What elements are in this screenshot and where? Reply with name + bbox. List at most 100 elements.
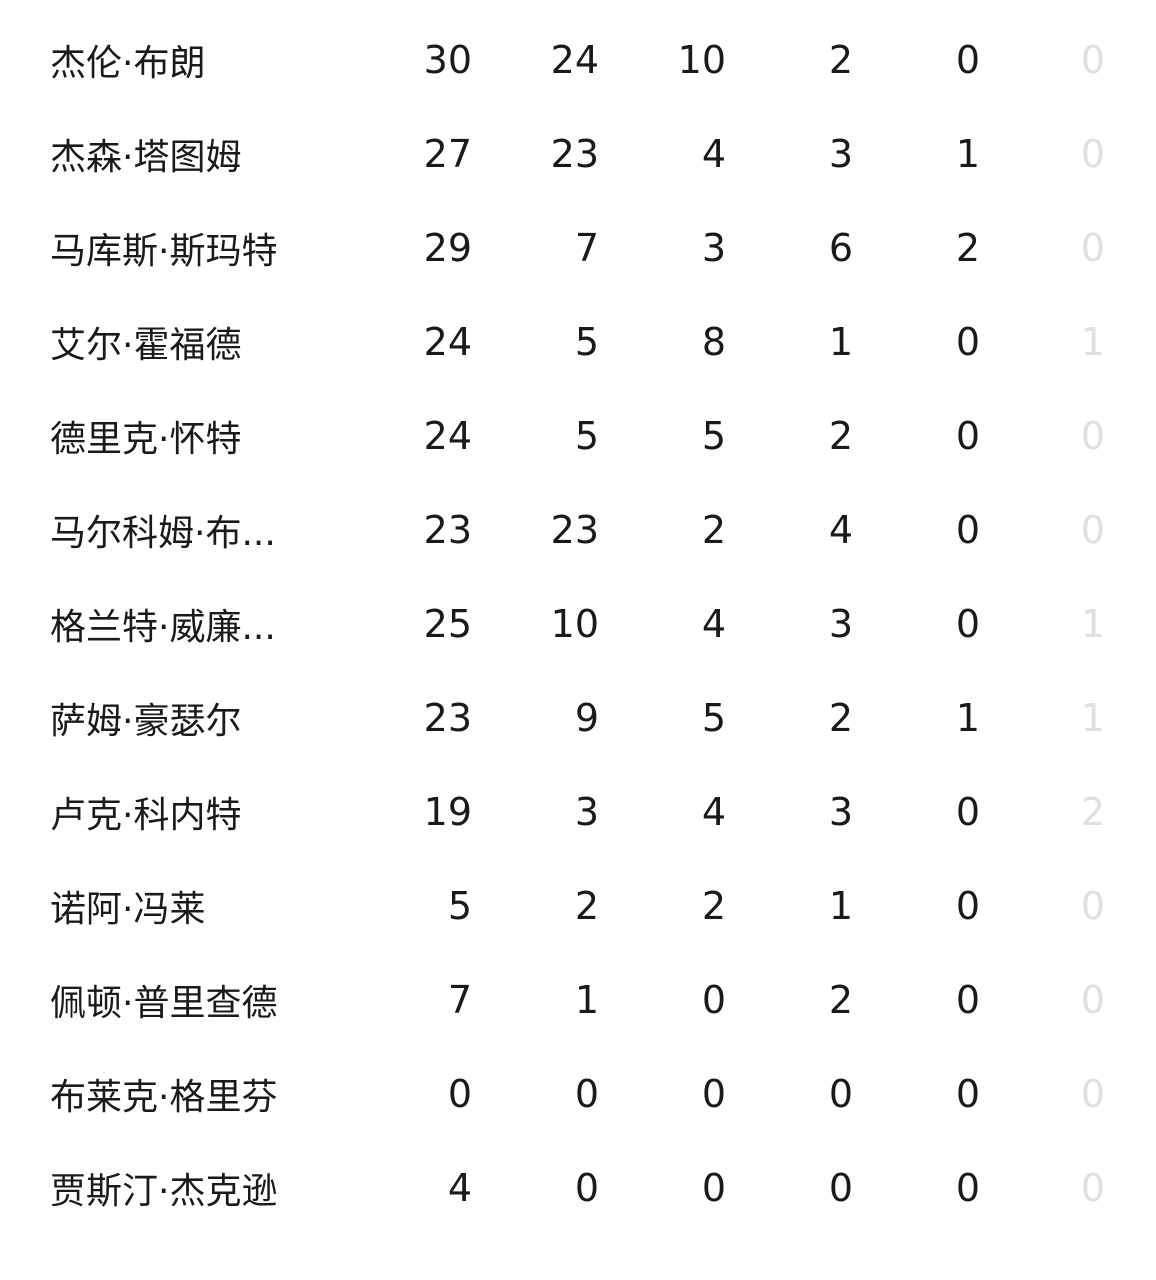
stat-cell: 1 bbox=[1080, 320, 1105, 364]
stat-cell: 1 bbox=[955, 132, 980, 176]
player-row[interactable]: 佩顿·普里查德 7 1 0 2 0 0 bbox=[0, 953, 1156, 1047]
stat-cell: 8 bbox=[701, 320, 726, 364]
stat-cell: 0 bbox=[1080, 132, 1105, 176]
stat-cell: 7 bbox=[447, 978, 472, 1022]
stat-cell: 1 bbox=[828, 320, 853, 364]
stat-cell: 0 bbox=[1080, 884, 1105, 928]
stat-cell: 0 bbox=[955, 884, 980, 928]
player-name: 诺阿·冯莱 bbox=[50, 889, 206, 930]
stat-cell: 3 bbox=[828, 132, 853, 176]
stat-cell: 0 bbox=[955, 978, 980, 1022]
player-row[interactable]: 艾尔·霍福德 24 5 8 1 0 1 bbox=[0, 295, 1156, 389]
stat-cell: 4 bbox=[447, 1166, 472, 1210]
stat-cell: 4 bbox=[701, 602, 726, 646]
stat-cell: 5 bbox=[574, 414, 599, 458]
player-name: 贾斯汀·杰克逊 bbox=[50, 1171, 278, 1212]
player-row[interactable]: 马库斯·斯玛特 29 7 3 6 2 0 bbox=[0, 201, 1156, 295]
stat-cell: 24 bbox=[423, 320, 472, 364]
stat-cell: 24 bbox=[550, 38, 599, 82]
stat-cell: 2 bbox=[701, 884, 726, 928]
stat-cell: 25 bbox=[423, 602, 472, 646]
stat-cell: 0 bbox=[955, 1166, 980, 1210]
stat-cell: 0 bbox=[1080, 978, 1105, 1022]
stat-cell: 23 bbox=[550, 508, 599, 552]
stat-cell: 3 bbox=[574, 790, 599, 834]
stat-cell: 5 bbox=[574, 320, 599, 364]
stat-cell: 4 bbox=[828, 508, 853, 552]
player-name: 格兰特·威廉... bbox=[50, 607, 276, 648]
player-name: 马尔科姆·布... bbox=[50, 513, 276, 554]
stat-cell: 3 bbox=[828, 790, 853, 834]
stat-cell: 29 bbox=[423, 226, 472, 270]
player-row[interactable]: 马尔科姆·布... 23 23 2 4 0 0 bbox=[0, 483, 1156, 577]
stat-cell: 30 bbox=[423, 38, 472, 82]
stat-cell: 2 bbox=[828, 414, 853, 458]
stat-cell: 19 bbox=[423, 790, 472, 834]
stat-cell: 1 bbox=[955, 696, 980, 740]
stat-cell: 4 bbox=[701, 132, 726, 176]
stat-cell: 23 bbox=[423, 508, 472, 552]
stat-cell: 2 bbox=[828, 38, 853, 82]
stat-cell: 0 bbox=[701, 1166, 726, 1210]
stat-cell: 0 bbox=[701, 978, 726, 1022]
stat-cell: 0 bbox=[447, 1072, 472, 1116]
player-row[interactable]: 卢克·科内特 19 3 4 3 0 2 bbox=[0, 765, 1156, 859]
stat-cell: 2 bbox=[955, 226, 980, 270]
stat-cell: 0 bbox=[828, 1072, 853, 1116]
player-name: 萨姆·豪瑟尔 bbox=[50, 701, 242, 742]
stat-cell: 4 bbox=[701, 790, 726, 834]
stat-cell: 0 bbox=[955, 38, 980, 82]
player-row[interactable]: 德里克·怀特 24 5 5 2 0 0 bbox=[0, 389, 1156, 483]
player-row[interactable]: 格兰特·威廉... 25 10 4 3 0 1 bbox=[0, 577, 1156, 671]
stat-cell: 2 bbox=[1080, 790, 1105, 834]
stat-cell: 2 bbox=[701, 508, 726, 552]
stat-cell: 1 bbox=[828, 884, 853, 928]
stat-cell: 1 bbox=[1080, 602, 1105, 646]
player-name: 马库斯·斯玛特 bbox=[50, 231, 278, 272]
stat-cell: 0 bbox=[701, 1072, 726, 1116]
stat-cell: 2 bbox=[828, 978, 853, 1022]
stat-cell: 23 bbox=[550, 132, 599, 176]
stat-cell: 0 bbox=[828, 1166, 853, 1210]
player-name: 杰森·塔图姆 bbox=[50, 137, 242, 178]
stat-cell: 7 bbox=[574, 226, 599, 270]
player-name: 艾尔·霍福德 bbox=[50, 325, 242, 366]
stat-cell: 0 bbox=[1080, 508, 1105, 552]
stat-cell: 5 bbox=[447, 884, 472, 928]
stat-cell: 0 bbox=[1080, 38, 1105, 82]
player-name: 布莱克·格里芬 bbox=[50, 1077, 278, 1118]
stat-cell: 6 bbox=[828, 226, 853, 270]
stat-cell: 5 bbox=[701, 414, 726, 458]
stat-cell: 0 bbox=[574, 1072, 599, 1116]
player-name: 德里克·怀特 bbox=[50, 419, 242, 460]
player-name: 卢克·科内特 bbox=[50, 795, 242, 836]
stat-cell: 0 bbox=[574, 1166, 599, 1210]
stat-cell: 0 bbox=[1080, 414, 1105, 458]
stat-cell: 0 bbox=[955, 320, 980, 364]
player-name: 佩顿·普里查德 bbox=[50, 983, 278, 1024]
stat-cell: 2 bbox=[574, 884, 599, 928]
stat-cell: 0 bbox=[955, 414, 980, 458]
stat-cell: 0 bbox=[955, 602, 980, 646]
stat-cell: 0 bbox=[955, 1072, 980, 1116]
stat-cell: 0 bbox=[955, 508, 980, 552]
stat-cell: 9 bbox=[574, 696, 599, 740]
stat-cell: 0 bbox=[1080, 226, 1105, 270]
player-row[interactable]: 萨姆·豪瑟尔 23 9 5 2 1 1 bbox=[0, 671, 1156, 765]
stat-cell: 24 bbox=[423, 414, 472, 458]
player-row[interactable]: 杰伦·布朗 30 24 10 2 0 0 bbox=[0, 13, 1156, 107]
stat-cell: 2 bbox=[828, 696, 853, 740]
stat-cell: 27 bbox=[423, 132, 472, 176]
stat-cell: 1 bbox=[574, 978, 599, 1022]
stat-cell: 10 bbox=[677, 38, 726, 82]
stat-cell: 23 bbox=[423, 696, 472, 740]
player-row[interactable]: 杰森·塔图姆 27 23 4 3 1 0 bbox=[0, 107, 1156, 201]
stat-cell: 3 bbox=[701, 226, 726, 270]
stat-cell: 5 bbox=[701, 696, 726, 740]
player-row[interactable]: 贾斯汀·杰克逊 4 0 0 0 0 0 bbox=[0, 1141, 1156, 1235]
stat-cell: 0 bbox=[1080, 1166, 1105, 1210]
player-row[interactable]: 诺阿·冯莱 5 2 2 1 0 0 bbox=[0, 859, 1156, 953]
stat-cell: 10 bbox=[550, 602, 599, 646]
stat-cell: 3 bbox=[828, 602, 853, 646]
player-row[interactable]: 布莱克·格里芬 0 0 0 0 0 0 bbox=[0, 1047, 1156, 1141]
